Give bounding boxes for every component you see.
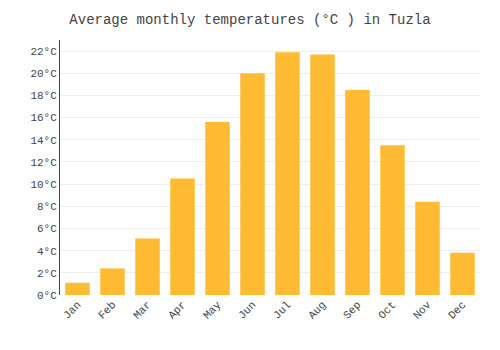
svg-text:Sep: Sep bbox=[341, 299, 363, 321]
svg-text:2°C: 2°C bbox=[37, 268, 57, 280]
svg-text:Jul: Jul bbox=[271, 299, 293, 321]
svg-text:16°C: 16°C bbox=[30, 112, 57, 124]
svg-text:4°C: 4°C bbox=[37, 246, 57, 258]
svg-text:Apr: Apr bbox=[166, 299, 188, 321]
svg-text:22°C: 22°C bbox=[30, 46, 57, 58]
svg-text:May: May bbox=[201, 299, 224, 322]
svg-text:14°C: 14°C bbox=[30, 135, 57, 147]
svg-text:12°C: 12°C bbox=[30, 157, 57, 169]
svg-text:Aug: Aug bbox=[306, 299, 328, 321]
svg-text:Nov: Nov bbox=[411, 299, 434, 322]
svg-text:Mar: Mar bbox=[131, 299, 153, 321]
svg-text:Dec: Dec bbox=[446, 299, 468, 321]
svg-text:18°C: 18°C bbox=[30, 90, 57, 102]
svg-text:Jan: Jan bbox=[61, 299, 83, 321]
svg-text:6°C: 6°C bbox=[37, 223, 57, 235]
svg-text:0°C: 0°C bbox=[37, 290, 57, 302]
svg-text:Jun: Jun bbox=[236, 299, 258, 321]
svg-text:Oct: Oct bbox=[376, 299, 398, 321]
svg-text:20°C: 20°C bbox=[30, 68, 57, 80]
svg-text:Feb: Feb bbox=[96, 299, 118, 321]
svg-text:8°C: 8°C bbox=[37, 201, 57, 213]
svg-text:10°C: 10°C bbox=[30, 179, 57, 191]
svg-text:Average monthly temperatures (: Average monthly temperatures (°C ) in Tu… bbox=[69, 12, 430, 28]
